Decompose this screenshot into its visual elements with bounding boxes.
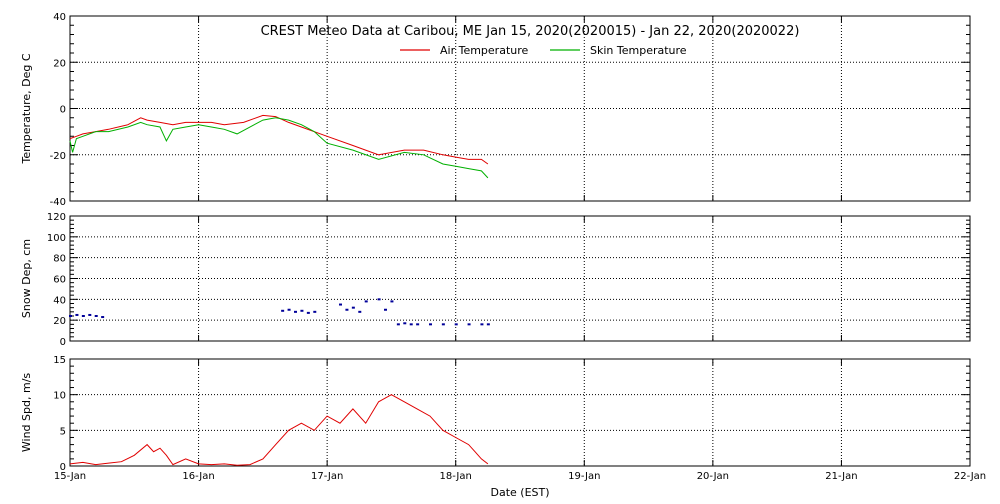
y-tick-label: 15 <box>53 355 66 366</box>
y-tick-label: -20 <box>50 151 66 162</box>
y-tick-label: 120 <box>47 212 66 223</box>
legend-label-air-temperature: Air Temperature <box>440 44 529 57</box>
series-line-panel-3 <box>69 394 489 466</box>
data-point <box>101 316 105 319</box>
data-point <box>377 298 381 301</box>
y-tick-label: 0 <box>60 462 66 473</box>
data-point <box>409 323 413 326</box>
y-tick-label: -40 <box>50 197 66 208</box>
data-point <box>306 311 310 314</box>
y-axis-title: Wind Spd, m/s <box>20 373 33 453</box>
data-point <box>281 309 285 312</box>
x-tick-label: 19-Jan <box>568 471 600 482</box>
y-axis-title: Temperature, Deg C <box>20 53 33 164</box>
x-axis-title: Date (EST) <box>490 486 549 499</box>
plot-frame <box>69 358 971 467</box>
series-snow-depth <box>69 298 490 326</box>
y-tick-label: 0 <box>60 105 66 116</box>
data-point <box>390 300 394 303</box>
data-point <box>81 315 85 317</box>
data-point <box>351 306 355 309</box>
data-point <box>416 323 420 326</box>
y-tick-label: 20 <box>53 58 66 69</box>
y-tick-label: 80 <box>53 254 66 265</box>
data-point <box>384 308 387 311</box>
data-point <box>88 313 92 316</box>
x-tick-label: 18-Jan <box>440 471 472 482</box>
data-point <box>75 313 79 316</box>
data-point <box>429 323 432 326</box>
legend: Air Temperature Skin Temperature <box>400 44 687 57</box>
chart-title: CREST Meteo Data at Caribou, ME Jan 15, … <box>261 24 800 39</box>
x-tick-label: 16-Jan <box>182 471 214 482</box>
plot-frame <box>69 215 971 342</box>
x-tick-label: 20-Jan <box>697 471 729 482</box>
y-tick-label: 40 <box>53 12 66 23</box>
data-point <box>486 323 490 326</box>
panel-3: 15 10 5 0 Wind Spd, m/s 15-Jan 16-Jan 17-Jan 18-… <box>20 355 986 482</box>
data-point <box>454 323 458 326</box>
x-tick-label: 17-Jan <box>311 471 343 482</box>
y-tick-label: 20 <box>53 316 66 327</box>
data-point <box>480 323 484 326</box>
y-tick-label: 10 <box>53 391 66 402</box>
data-point <box>339 303 342 306</box>
y-tick-label: 40 <box>53 295 66 306</box>
panel-1: 40 20 0 -20 -40 Temperature, Deg C <box>20 12 971 208</box>
y-tick-label: 5 <box>60 426 66 437</box>
panel-2: 120 100 80 60 40 20 0 Snow Dep, cm <box>20 212 971 348</box>
data-point <box>313 310 317 313</box>
data-point <box>94 315 98 317</box>
series-line-air-temperature <box>69 114 489 165</box>
data-point <box>345 308 349 311</box>
x-tick-label: 21-Jan <box>825 471 857 482</box>
data-point <box>441 323 445 326</box>
data-point <box>358 310 362 313</box>
data-point <box>467 323 471 326</box>
x-tick-label: 15-Jan <box>54 471 86 482</box>
y-tick-label: 60 <box>53 275 66 286</box>
data-point <box>294 310 297 313</box>
series-line-skin-temperature <box>69 117 489 179</box>
plot-frame <box>69 15 971 202</box>
data-point <box>364 300 368 303</box>
y-axis-title: Snow Dep, cm <box>20 239 33 318</box>
x-tick-label: 22-Jan <box>954 471 986 482</box>
data-point <box>403 322 407 325</box>
y-tick-label: 100 <box>47 233 66 244</box>
data-point <box>396 323 400 326</box>
data-point <box>287 308 291 311</box>
data-point <box>69 315 72 317</box>
legend-label-skin-temperature: Skin Temperature <box>590 44 687 57</box>
y-tick-label: 0 <box>60 337 66 348</box>
data-point <box>300 309 304 312</box>
